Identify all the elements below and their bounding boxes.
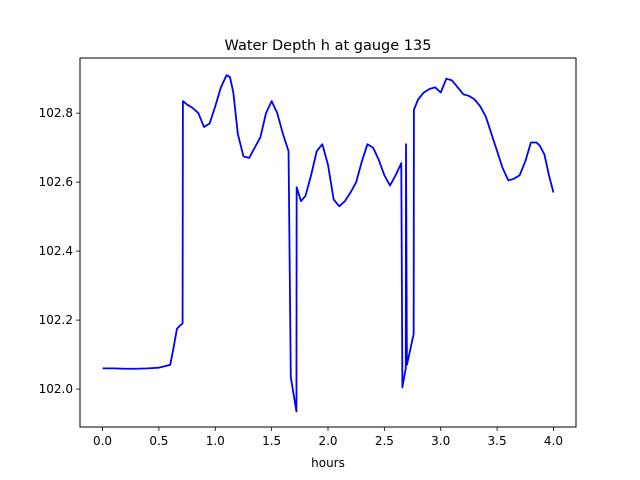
x-tick-label: 0.0: [93, 434, 112, 448]
y-tick-label: 102.2: [39, 313, 73, 327]
chart-title: Water Depth h at gauge 135: [225, 38, 432, 54]
x-tick-label: 3.5: [488, 434, 507, 448]
x-axis-label: hours: [311, 456, 345, 470]
x-tick-label: 0.5: [149, 434, 168, 448]
x-axis: 0.0 0.5 1.0 1.5 2.0 2.5 3.0 3.5 4.0: [93, 427, 563, 448]
x-tick-label: 4.0: [544, 434, 563, 448]
x-tick-label: 2.0: [318, 434, 337, 448]
y-tick-label: 102.4: [39, 244, 73, 258]
y-tick-label: 102.6: [39, 175, 73, 189]
x-tick-label: 1.0: [206, 434, 225, 448]
x-tick-label: 3.0: [431, 434, 450, 448]
y-tick-label: 102.0: [39, 382, 73, 396]
y-axis: 102.0 102.2 102.4 102.6 102.8: [39, 106, 80, 396]
plot-area: [102, 74, 555, 413]
series-line: [102, 74, 555, 413]
x-tick-label: 1.5: [262, 434, 281, 448]
y-tick-label: 102.8: [39, 106, 73, 120]
x-tick-label: 2.5: [375, 434, 394, 448]
